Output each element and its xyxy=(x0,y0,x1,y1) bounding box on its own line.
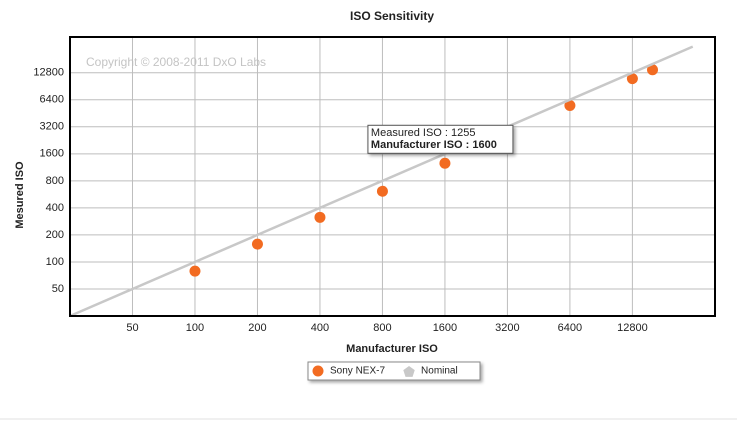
y-tick-label: 200 xyxy=(46,229,64,241)
x-tick-label: 3200 xyxy=(495,322,519,334)
legend-box xyxy=(307,361,481,381)
chart-title: ISO Sensitivity xyxy=(350,9,434,23)
legend-label: Sony NEX-7 xyxy=(330,366,385,377)
y-tick-label: 12800 xyxy=(33,67,64,79)
x-tick-label: 800 xyxy=(373,322,391,334)
y-tick-label: 1600 xyxy=(40,148,64,160)
data-point xyxy=(314,211,326,223)
data-point xyxy=(626,73,638,85)
x-tick-label: 1600 xyxy=(433,322,457,334)
x-tick-label: 200 xyxy=(248,322,266,334)
y-tick-label: 50 xyxy=(52,283,64,295)
y-tick-label: 800 xyxy=(46,175,64,187)
nominal-line xyxy=(69,45,694,318)
x-axis-label: Manufacturer ISO xyxy=(346,343,438,355)
tooltip-text: Measured ISO : 1255 xyxy=(371,127,476,139)
legend-marker xyxy=(312,365,324,377)
data-point xyxy=(439,157,451,169)
data-point xyxy=(376,185,388,197)
tooltip-text: Manufacturer ISO : 1600 xyxy=(371,139,497,151)
x-tick-label: 12800 xyxy=(617,322,648,334)
data-point xyxy=(189,265,201,277)
legend-marker xyxy=(403,366,415,377)
data-point xyxy=(564,100,576,112)
legend-label: Nominal xyxy=(421,366,458,377)
y-tick-label: 400 xyxy=(46,202,64,214)
x-tick-label: 50 xyxy=(126,322,138,334)
watermark: Copyright © 2008-2011 DxO Labs xyxy=(86,55,266,69)
y-tick-label: 6400 xyxy=(40,94,64,106)
y-tick-label: 100 xyxy=(46,256,64,268)
y-tick-label: 3200 xyxy=(40,121,64,133)
y-axis-label: Mesured ISO xyxy=(14,161,26,229)
tooltip-box xyxy=(367,124,514,154)
data-point xyxy=(647,64,659,76)
x-tick-label: 100 xyxy=(186,322,204,334)
plot-border xyxy=(69,36,716,317)
x-tick-label: 400 xyxy=(311,322,329,334)
x-tick-label: 6400 xyxy=(558,322,582,334)
data-point xyxy=(251,238,263,250)
